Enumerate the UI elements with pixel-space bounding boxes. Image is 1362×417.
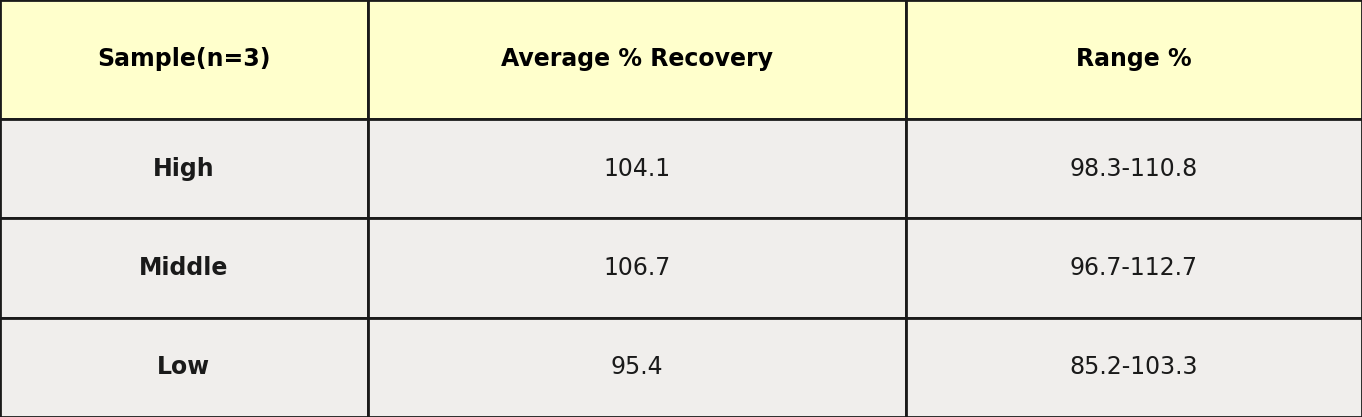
Bar (0, 119, 368, 218)
Bar (0, 218, 368, 318)
Text: 95.4: 95.4 (610, 355, 663, 379)
Bar (0, 318, 368, 417)
Text: Low: Low (157, 355, 211, 379)
Text: Average % Recovery: Average % Recovery (501, 48, 772, 71)
Text: Sample(n=3): Sample(n=3) (97, 48, 271, 71)
Text: High: High (153, 156, 215, 181)
Bar (368, 318, 906, 417)
Text: 106.7: 106.7 (603, 256, 670, 280)
Text: Middle: Middle (139, 256, 229, 280)
Bar (906, 218, 1362, 318)
Text: 98.3-110.8: 98.3-110.8 (1069, 156, 1199, 181)
Bar (368, 0, 906, 119)
Text: 104.1: 104.1 (603, 156, 670, 181)
Bar (0, 0, 368, 119)
Bar (906, 0, 1362, 119)
Text: 85.2-103.3: 85.2-103.3 (1069, 355, 1199, 379)
Text: 96.7-112.7: 96.7-112.7 (1071, 256, 1197, 280)
Bar (906, 119, 1362, 218)
Bar (368, 119, 906, 218)
Bar (906, 318, 1362, 417)
Text: Range %: Range % (1076, 48, 1192, 71)
Bar (368, 218, 906, 318)
